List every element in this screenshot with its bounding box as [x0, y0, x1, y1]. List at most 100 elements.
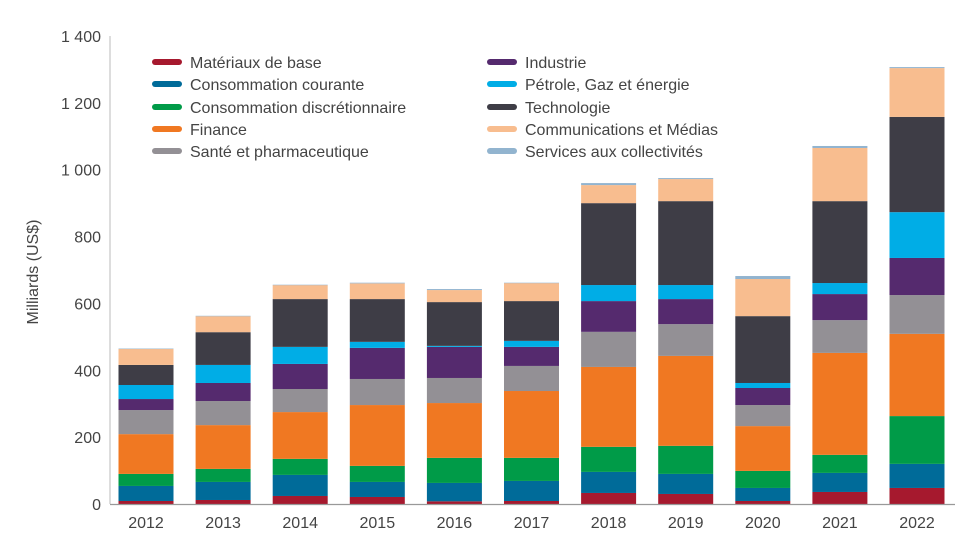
bar-segment [581, 301, 637, 332]
bar-segment [735, 382, 791, 389]
y-tick-label: 200 [74, 430, 101, 447]
bar-segment [889, 67, 945, 69]
y-tick-label: 0 [92, 497, 101, 514]
bar-segment [735, 487, 791, 501]
bar-segment [812, 283, 868, 295]
bar-segment [812, 145, 868, 148]
bar-segment [812, 147, 868, 202]
legend-label: Consommation discrétionnaire [190, 100, 406, 117]
bar-segment [195, 315, 251, 317]
bar-stack-2015 [349, 282, 405, 504]
bars [118, 67, 945, 504]
legend-label: Services aux collectivités [525, 144, 703, 161]
legend-item: Pétrole, Gaz et énergie [487, 77, 690, 94]
bar-stack-2012 [118, 348, 174, 504]
bar-segment [118, 500, 174, 504]
bar-segment [426, 346, 482, 378]
bar-segment [195, 382, 251, 402]
bar-segment [272, 495, 328, 504]
bar-segment [349, 299, 405, 342]
legend-item: Consommation courante [152, 77, 364, 94]
bar-stack-2022 [889, 67, 945, 504]
x-axis: 2012 2013 2014 2015 2016 2017 2018 2019 2020 2021… [110, 503, 955, 532]
bar-segment [581, 366, 637, 447]
bar-segment [658, 493, 714, 504]
bar-segment [272, 389, 328, 413]
bar-segment [581, 446, 637, 472]
bar-segment [118, 348, 174, 365]
bar-segment [812, 491, 868, 504]
bar-segment [118, 485, 174, 501]
bar-segment [504, 391, 559, 458]
bar-segment [889, 257, 945, 296]
x-tick-label: 2021 [822, 515, 858, 532]
bar-segment [349, 465, 405, 482]
bar-segment [658, 201, 714, 286]
bar-segment [504, 480, 559, 501]
bar-segment [735, 470, 791, 488]
bar-segment [658, 299, 714, 325]
legend-item: Technologie [487, 100, 611, 117]
bar-segment [504, 365, 559, 392]
bar-segment [195, 332, 251, 365]
bar-segment [349, 347, 405, 379]
y-tick-label: 400 [74, 363, 101, 380]
bar-segment [272, 458, 328, 475]
x-tick-label: 2019 [668, 515, 704, 532]
bar-segment [581, 331, 637, 367]
bar-segment [735, 500, 791, 504]
bar-segment [581, 183, 637, 186]
bar-segment [118, 434, 174, 474]
bar-segment [581, 285, 637, 302]
bar-segment [195, 481, 251, 500]
legend: Matériaux de base Consommation courante Co… [152, 55, 718, 161]
x-tick-label: 2013 [205, 515, 241, 532]
legend-item: Services aux collectivités [487, 144, 703, 161]
bar-stack-2017 [504, 282, 559, 504]
bar-segment [504, 283, 559, 302]
bar-segment [118, 473, 174, 486]
bar-segment [272, 285, 328, 300]
legend-label: Santé et pharmaceutique [190, 144, 369, 161]
bar-segment [349, 341, 405, 348]
bar-segment [195, 364, 251, 383]
bar-stack-2019 [658, 178, 714, 504]
y-tick-label: 600 [74, 296, 101, 313]
bar-segment [349, 378, 405, 406]
legend-label: Technologie [525, 100, 611, 117]
bar-stack-2021 [812, 145, 868, 504]
bar-segment [504, 340, 559, 347]
bar-segment [426, 501, 482, 504]
bar-segment [812, 294, 868, 321]
bar-segment [735, 279, 791, 317]
y-tick-label: 1 200 [61, 96, 101, 113]
legend-label: Finance [190, 122, 247, 139]
bar-segment [504, 346, 559, 366]
bar-segment [889, 116, 945, 213]
bar-segment [272, 299, 328, 347]
y-tick-label: 1 000 [61, 163, 101, 180]
bar-segment [735, 426, 791, 471]
bar-segment [658, 355, 714, 446]
legend-item: Communications et Médias [487, 122, 718, 139]
bar-segment [658, 445, 714, 474]
bar-segment [426, 482, 482, 502]
bar-segment [658, 285, 714, 300]
bar-segment [812, 201, 868, 284]
bar-segment [272, 412, 328, 459]
x-tick-label: 2020 [745, 515, 781, 532]
bar-segment [272, 346, 328, 364]
bar-segment [889, 463, 945, 488]
bar-segment [349, 481, 405, 497]
bar-segment [504, 301, 559, 341]
bar-segment [195, 401, 251, 426]
legend-label: Consommation courante [190, 77, 364, 94]
bar-segment [118, 410, 174, 435]
x-tick-label: 2018 [591, 515, 627, 532]
y-tick-label: 800 [74, 230, 101, 247]
y-tick-label: 1 400 [61, 29, 101, 46]
x-tick-label: 2015 [360, 515, 396, 532]
bar-segment [504, 457, 559, 481]
bar-segment [889, 416, 945, 464]
bar-segment [735, 388, 791, 406]
